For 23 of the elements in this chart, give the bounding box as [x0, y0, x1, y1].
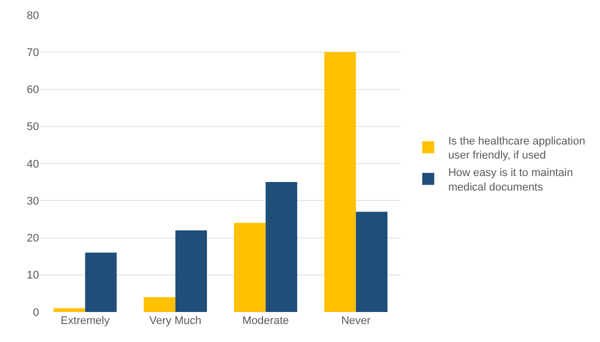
bar [144, 297, 176, 312]
y-tick-label: 70 [26, 46, 39, 59]
y-tick-label: 40 [26, 158, 39, 170]
y-tick-label: 50 [26, 121, 39, 134]
legend-label: How easy is it to maintain medical documents [448, 167, 573, 194]
bar [175, 230, 207, 312]
y-tick-label: 0 [32, 306, 39, 319]
y-tick-label: 80 [26, 10, 39, 22]
bar [266, 182, 298, 312]
y-tick-label: 20 [26, 232, 39, 245]
legend-label: Is the healthcare application user friendly, if used [448, 135, 586, 162]
bar [234, 222, 266, 312]
x-tick-label: Moderate [242, 315, 289, 327]
y-tick-label: 10 [26, 270, 39, 282]
x-tick-label: Very Much [149, 315, 202, 327]
x-tick-label: Extremely [60, 315, 110, 327]
x-tick-label: Never [341, 315, 371, 327]
y-tick-label: 30 [26, 195, 39, 208]
y-tick-label: 60 [26, 84, 39, 96]
bar [324, 52, 356, 312]
bar [54, 308, 86, 312]
bar [85, 252, 117, 312]
bar [356, 212, 388, 312]
